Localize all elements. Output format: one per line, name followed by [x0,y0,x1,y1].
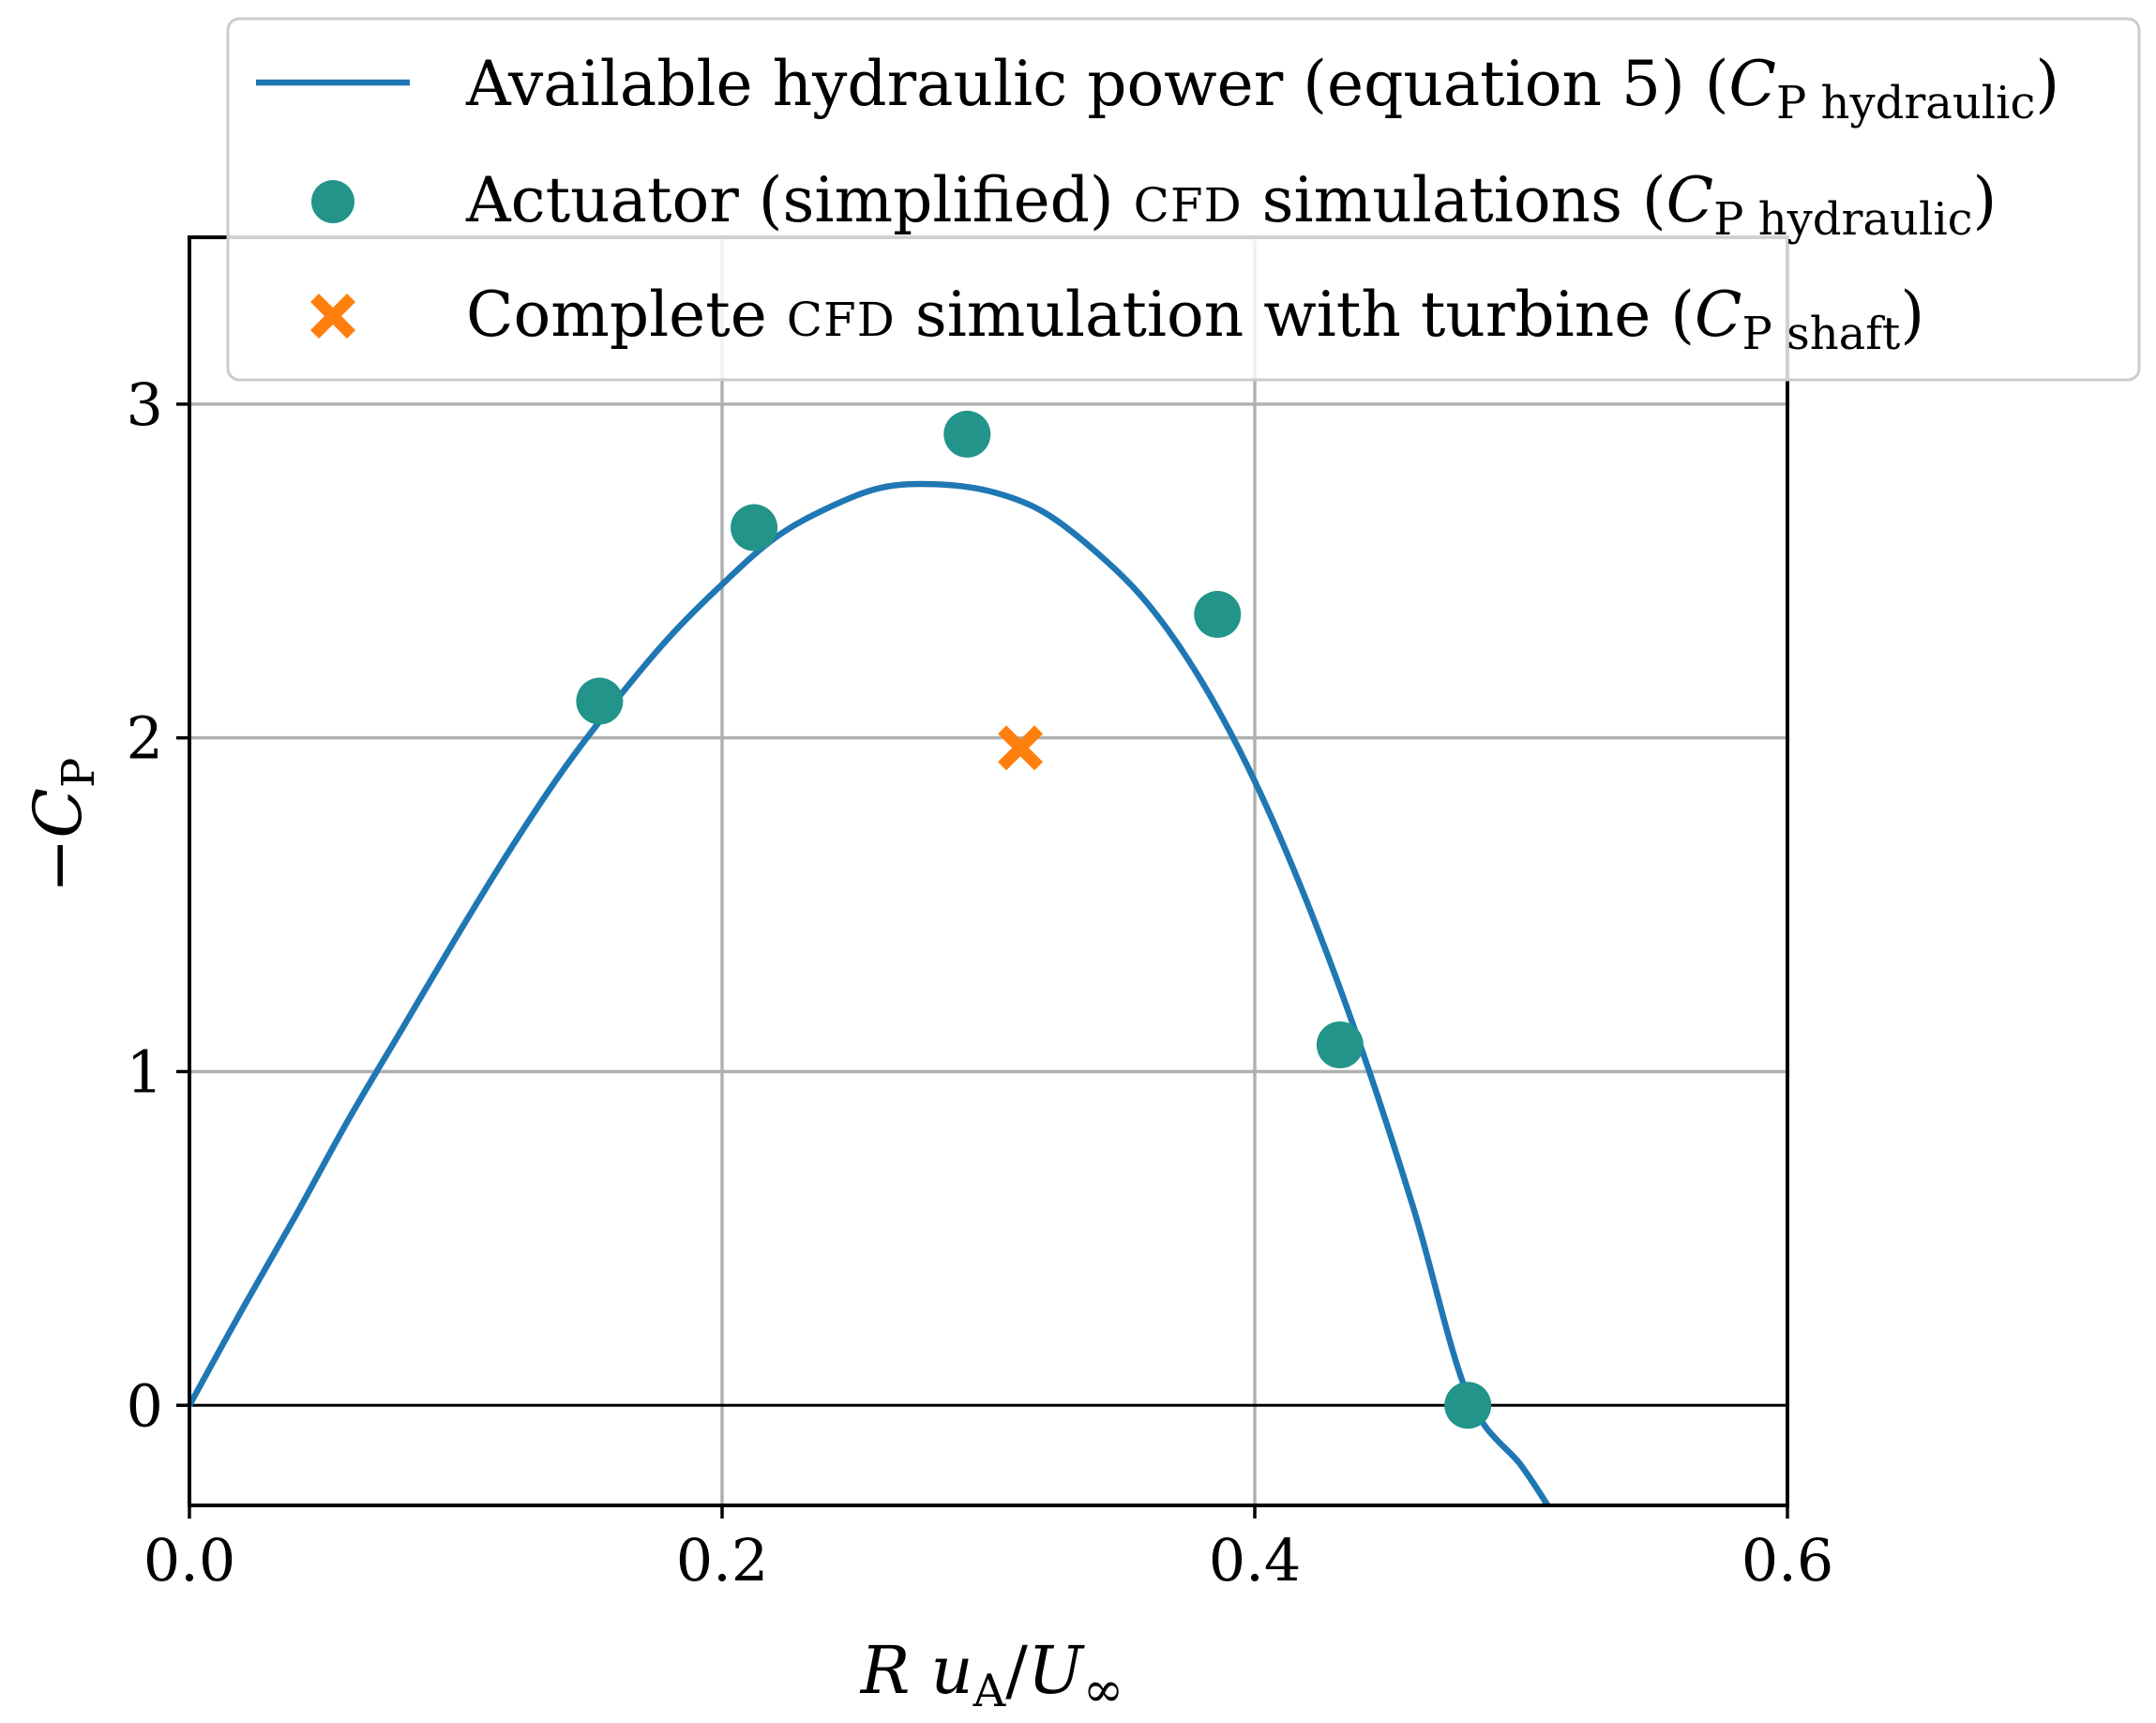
y-tick-label: 0 [127,1371,163,1440]
legend-3-text: Complete [466,279,787,351]
scatter-points [576,410,1492,1429]
actuator-cfd-point [1444,1382,1492,1429]
actuator-cfd-point [943,410,991,458]
actuator-cfd-point [576,677,624,725]
y-axis-label: −CP [20,758,105,894]
legend-3-text2: simulation with turbine ( [896,279,1695,351]
x-tick-label: 0.0 [143,1526,236,1595]
legend: Available hydraulic power (equation 5) (… [226,17,2141,382]
legend-circle-swatch [311,180,354,223]
legend-2-var: C [1666,164,1714,236]
legend-3-sc: CFD [787,293,896,347]
y-label-sub: P [53,758,105,788]
series-line-available-hydraulic-power [187,480,1551,1507]
y-tick-label: 3 [127,370,163,439]
legend-2-close: ) [1973,164,1998,236]
legend-1-var: C [1729,48,1777,120]
y-tick-label: 1 [127,1037,163,1106]
legend-2-text2: simulations ( [1243,164,1666,236]
x-label-den-sub: ∞ [1083,1662,1123,1718]
legend-x-swatch [310,294,355,339]
y-label-var: C [20,788,97,839]
x-label-var-sub: A [972,1665,1007,1717]
actuator-cfd-point [1316,1021,1364,1069]
legend-3-close: ) [1900,279,1924,351]
x-label-den: U [1028,1632,1085,1709]
legend-2-sub: P hydraulic [1713,193,1972,246]
actuator-cfd-point [1194,591,1242,639]
x-tick-label: 0.2 [676,1526,769,1595]
legend-label-available-hydraulic-power: Available hydraulic power (equation 5) (… [465,48,2059,129]
legend-1-sub: P hydraulic [1776,77,2035,129]
legend-2-sc: CFD [1134,178,1243,233]
x-tick-label: 0.4 [1209,1526,1302,1595]
actuator-cfd-point [731,504,778,552]
x-label-var: u [931,1632,973,1709]
legend-3-var: C [1695,279,1742,351]
legend-2-text: Actuator (simplified) [465,164,1134,236]
legend-3-sub: P shaft [1742,308,1901,360]
legend-label-actuator-cfd: Actuator (simplified) CFD simulations (C… [465,164,1997,246]
x-tick-label: 0.6 [1741,1526,1834,1595]
y-label-minus: − [20,839,97,894]
legend-box [226,17,2141,382]
legend-1-text: Available hydraulic power (equation 5) ( [465,48,1729,120]
x-label-r: R [859,1632,911,1709]
complete-cfd-point [998,725,1044,771]
axis-ticks: 0.0 0.2 0.4 0.6 0 1 2 3 [127,370,1834,1595]
y-tick-label: 2 [127,704,163,773]
legend-label-complete-cfd: Complete CFD simulation with turbine (CP… [466,279,1924,360]
x-label-slash: / [1005,1632,1028,1709]
legend-1-close: ) [2035,48,2059,120]
